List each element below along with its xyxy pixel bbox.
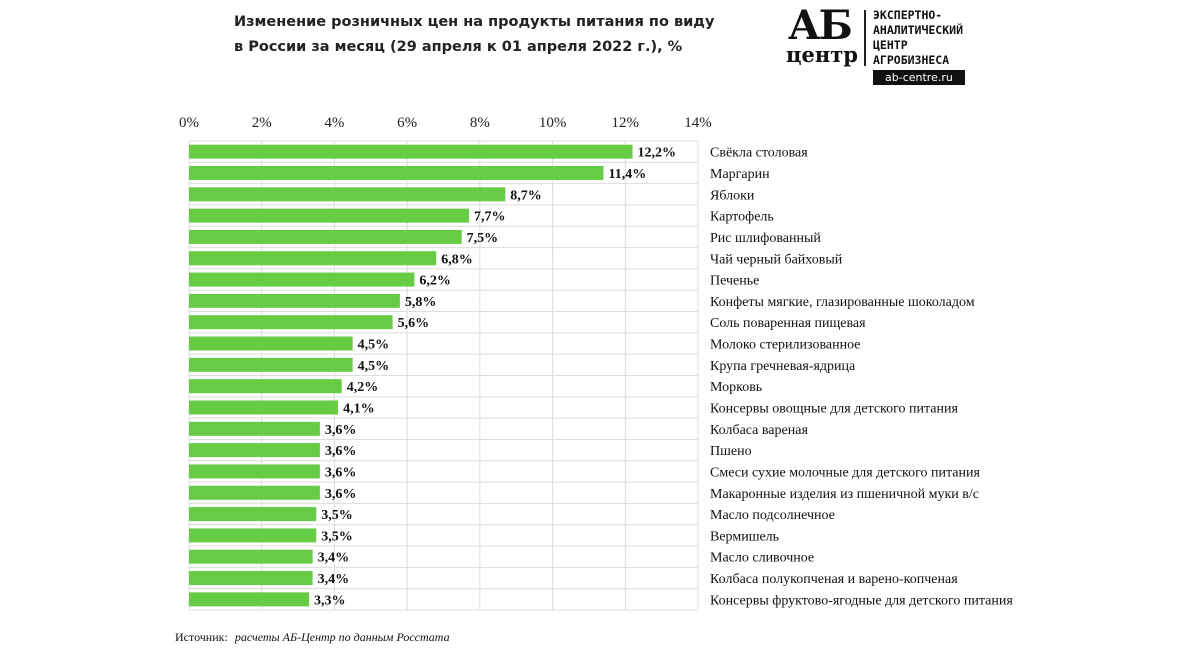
source-label: Источник: — [175, 630, 228, 644]
category-label: Вермишель — [710, 529, 779, 544]
value-label: 4,5% — [358, 338, 390, 353]
category-label: Конфеты мягкие, глазированные шоколадом — [710, 295, 975, 310]
category-label: Консервы фруктово-ягодные для детского п… — [710, 593, 1013, 608]
logo-divider — [864, 10, 866, 66]
category-label: Макаронные изделия из пшеничной муки в/с — [710, 487, 979, 502]
bar — [189, 400, 339, 415]
value-label: 3,5% — [321, 508, 353, 523]
category-label: Печенье — [710, 274, 759, 289]
bar — [189, 443, 320, 458]
x-tick-label: 12% — [612, 115, 640, 131]
value-label: 3,5% — [321, 529, 353, 544]
logo-line: АГРОБИЗНЕСА — [873, 53, 950, 67]
category-label: Чай черный байховый — [710, 252, 843, 267]
bar — [189, 293, 400, 308]
x-tick-label: 0% — [179, 115, 199, 131]
logo-line: АНАЛИТИЧЕСКИЙ — [873, 23, 964, 37]
value-label: 3,4% — [318, 572, 350, 587]
value-label: 6,8% — [441, 252, 473, 267]
category-label: Колбаса вареная — [710, 423, 808, 438]
category-label: Картофель — [710, 210, 774, 225]
x-tick-label: 6% — [397, 115, 417, 131]
chart-title: Изменение розничных цен на продукты пита… — [234, 10, 714, 60]
bar — [189, 251, 437, 266]
bar — [189, 571, 313, 586]
bar — [189, 464, 320, 479]
category-label: Свёкла столовая — [710, 146, 808, 161]
value-label: 12,2% — [638, 146, 677, 161]
bar — [189, 208, 469, 223]
value-label: 7,5% — [467, 231, 499, 246]
category-label: Морковь — [710, 380, 762, 395]
category-label: Масло подсолнечное — [710, 508, 835, 523]
value-label: 8,7% — [510, 188, 542, 203]
x-tick-label: 8% — [470, 115, 490, 131]
bar — [189, 421, 320, 436]
logo-line: ЦЕНТР — [873, 38, 908, 52]
bar — [189, 315, 393, 330]
logo-url: ab-centre.ru — [873, 70, 965, 85]
ab-centre-logo: АБ центр ЭКСПЕРТНО- АНАЛИТИЧЕСКИЙ ЦЕНТР … — [786, 6, 1006, 86]
bar — [189, 592, 309, 607]
x-tick-label: 4% — [324, 115, 344, 131]
value-label: 4,2% — [347, 380, 379, 395]
value-label: 4,1% — [343, 401, 375, 416]
value-label: 5,6% — [398, 316, 430, 331]
category-label: Соль поваренная пищевая — [710, 316, 866, 331]
category-label: Смеси сухие молочные для детского питани… — [710, 465, 980, 480]
bar — [189, 528, 317, 543]
value-label: 5,8% — [405, 295, 437, 310]
value-label: 3,6% — [325, 423, 357, 438]
bar — [189, 336, 353, 351]
bar — [189, 272, 415, 287]
category-label: Масло сливочное — [710, 551, 814, 566]
bar — [189, 357, 353, 372]
logo-text: ЭКСПЕРТНО- АНАЛИТИЧЕСКИЙ ЦЕНТР АГРОБИЗНЕ… — [873, 8, 963, 68]
x-tick-label: 10% — [539, 115, 567, 131]
category-label: Маргарин — [710, 167, 770, 182]
logo-mark: АБ — [788, 2, 853, 49]
category-label: Колбаса полукопченая и варено-копченая — [710, 572, 958, 587]
category-label: Рис шлифованный — [710, 231, 821, 246]
value-label: 3,6% — [325, 465, 357, 480]
bar — [189, 485, 320, 500]
bar — [189, 144, 633, 159]
value-label: 6,2% — [419, 274, 451, 289]
value-label: 3,6% — [325, 487, 357, 502]
x-tick-label: 14% — [684, 115, 712, 131]
category-label: Яблоки — [710, 188, 755, 203]
title-line-1: Изменение розничных цен на продукты пита… — [234, 14, 715, 30]
source-note: Источник: расчеты АБ-Центр по данным Рос… — [175, 630, 450, 645]
bar — [189, 229, 462, 244]
source-text: расчеты АБ-Центр по данным Росстата — [234, 630, 450, 644]
category-label: Крупа гречневая-ядрица — [710, 359, 856, 374]
bar — [189, 165, 604, 180]
bar — [189, 379, 342, 394]
bar — [189, 549, 313, 564]
value-label: 3,3% — [314, 593, 346, 608]
category-label: Пшено — [710, 444, 752, 459]
logo-mark-sub: центр — [786, 42, 858, 67]
x-tick-label: 2% — [252, 115, 272, 131]
category-label: Молоко стерилизованное — [710, 338, 860, 353]
category-label: Консервы овощные для детского питания — [710, 401, 959, 416]
value-label: 7,7% — [474, 210, 506, 225]
bar — [189, 507, 317, 522]
bar — [189, 187, 506, 202]
value-label: 11,4% — [608, 167, 646, 182]
value-label: 4,5% — [358, 359, 390, 374]
logo-line: ЭКСПЕРТНО- — [873, 8, 943, 22]
value-label: 3,4% — [318, 551, 350, 566]
value-label: 3,6% — [325, 444, 357, 459]
title-line-2: в России за месяц (29 апреля к 01 апреля… — [234, 39, 683, 55]
